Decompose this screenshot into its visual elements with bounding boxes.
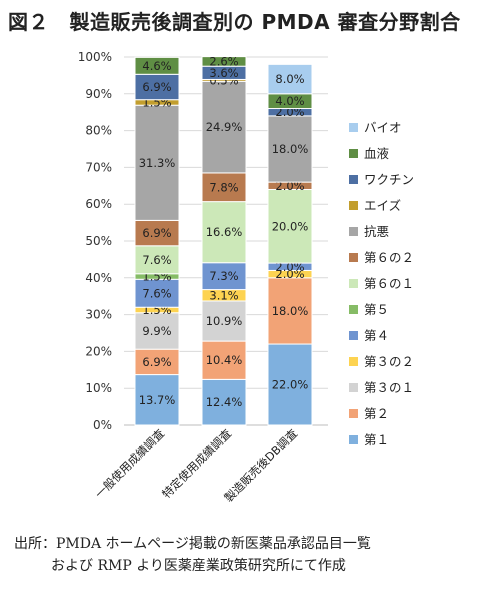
data-label: 4.6% [142, 59, 171, 73]
data-label: 3.6% [209, 66, 238, 80]
y-tick-label: 0% [93, 418, 112, 432]
legend-label: ワクチン [364, 172, 414, 187]
data-label: 13.7% [139, 393, 176, 407]
data-label: 18.0% [272, 304, 309, 318]
legend-label: 第６の２ [364, 250, 414, 265]
legend-label: 第３の２ [364, 354, 414, 369]
category-label: 製造販売後DB調査 [221, 426, 300, 505]
data-label: 31.3% [139, 156, 176, 170]
data-label: 7.6% [142, 286, 171, 300]
legend-swatch [349, 175, 358, 184]
data-label: 8.0% [275, 72, 304, 86]
legend-label: 第２ [364, 406, 389, 421]
legend-swatch [349, 279, 358, 288]
data-label: 6.9% [142, 226, 171, 240]
bar-segment [134, 56, 180, 75]
data-label: 10.9% [206, 314, 243, 328]
bar-segment [267, 115, 313, 183]
data-label: 6.9% [142, 355, 171, 369]
y-tick-label: 10% [85, 381, 112, 395]
y-tick-label: 40% [85, 271, 112, 285]
legend-swatch [349, 305, 358, 314]
chart-title: 図２ 製造販売後調査別の PMDA 審査分野割合 [8, 10, 461, 34]
data-label: 20.0% [272, 219, 309, 233]
bar-segment [201, 201, 247, 264]
y-tick-label: 90% [85, 87, 112, 101]
data-label: 16.6% [206, 225, 243, 239]
legend-swatch [349, 383, 358, 392]
legend-swatch [349, 227, 358, 236]
bar-segment [201, 340, 247, 380]
legend-swatch [349, 123, 358, 132]
bar-segment [134, 73, 180, 101]
legend-label: 第３の１ [364, 380, 414, 395]
data-label: 3.1% [209, 288, 238, 302]
bar-segment [201, 378, 247, 426]
legend-label: エイズ [364, 198, 401, 213]
bar-segment [267, 343, 313, 426]
y-tick-label: 60% [85, 197, 112, 211]
data-label: 24.9% [206, 120, 243, 134]
bar-segment [134, 245, 180, 275]
source-line-2: および RMP より医薬産業政策研究所にて作成 [51, 558, 346, 574]
legend-label: 第１ [364, 432, 389, 447]
bar-segment [267, 63, 313, 95]
legend-label: 第４ [364, 328, 389, 343]
data-label: 6.9% [142, 80, 171, 94]
bar-segment [134, 278, 180, 308]
y-tick-label: 80% [85, 124, 112, 138]
y-axis: 0% 10% 20% 30% 40% 50% 60% 70% 80% 90% 100% [78, 50, 112, 432]
category-label: 特定使用成績調査 [159, 426, 234, 501]
data-label: 7.6% [142, 253, 171, 267]
legend-swatch [349, 409, 358, 418]
data-label: 2.6% [209, 54, 238, 68]
source-note: 出所：PMDA ホームページ掲載の新医薬品承認品目一覧 および RMP より医薬… [14, 533, 498, 577]
bar-segment [134, 312, 180, 350]
data-label: 7.3% [209, 269, 238, 283]
source-line-1: 出所：PMDA ホームページ掲載の新医薬品承認品目一覧 [14, 536, 371, 552]
data-label: 4.0% [275, 94, 304, 108]
bar-segment [134, 374, 180, 426]
legend-swatch [349, 331, 358, 340]
bars: 13.7%6.9%9.9%1.5%7.6%1.5%7.6%6.9%31.3%1.… [134, 54, 313, 426]
y-tick-label: 70% [85, 160, 112, 174]
y-tick-label: 100% [78, 50, 112, 64]
y-tick-label: 20% [85, 344, 112, 358]
legend-label: 血液 [364, 146, 390, 161]
legend-swatch [349, 357, 358, 366]
legend-swatch [349, 253, 358, 262]
bar-segment [134, 348, 180, 376]
data-label: 10.4% [206, 353, 243, 367]
legend-swatch [349, 149, 358, 158]
data-label: 7.8% [209, 180, 238, 194]
bar-segment [134, 219, 180, 247]
legend-label: バイオ [364, 120, 402, 135]
data-label: 9.9% [142, 324, 171, 338]
bar-segment [201, 300, 247, 342]
category-label: 一般使用成績調査 [92, 426, 167, 501]
bar-segment [201, 262, 247, 291]
legend-swatch [349, 435, 358, 444]
legend-swatch [349, 201, 358, 210]
bar-segment [201, 56, 247, 67]
bar-segment [267, 277, 313, 345]
legend-label: 抗悪 [364, 224, 389, 239]
legend-label: 第５ [364, 302, 389, 317]
y-tick-label: 30% [85, 308, 112, 322]
legend-label: 第６の１ [364, 276, 414, 291]
data-label: 22.0% [272, 378, 309, 392]
y-tick-label: 50% [85, 234, 112, 248]
data-label: 12.4% [206, 395, 243, 409]
data-label: 18.0% [272, 142, 309, 156]
bar-segment [201, 80, 247, 174]
